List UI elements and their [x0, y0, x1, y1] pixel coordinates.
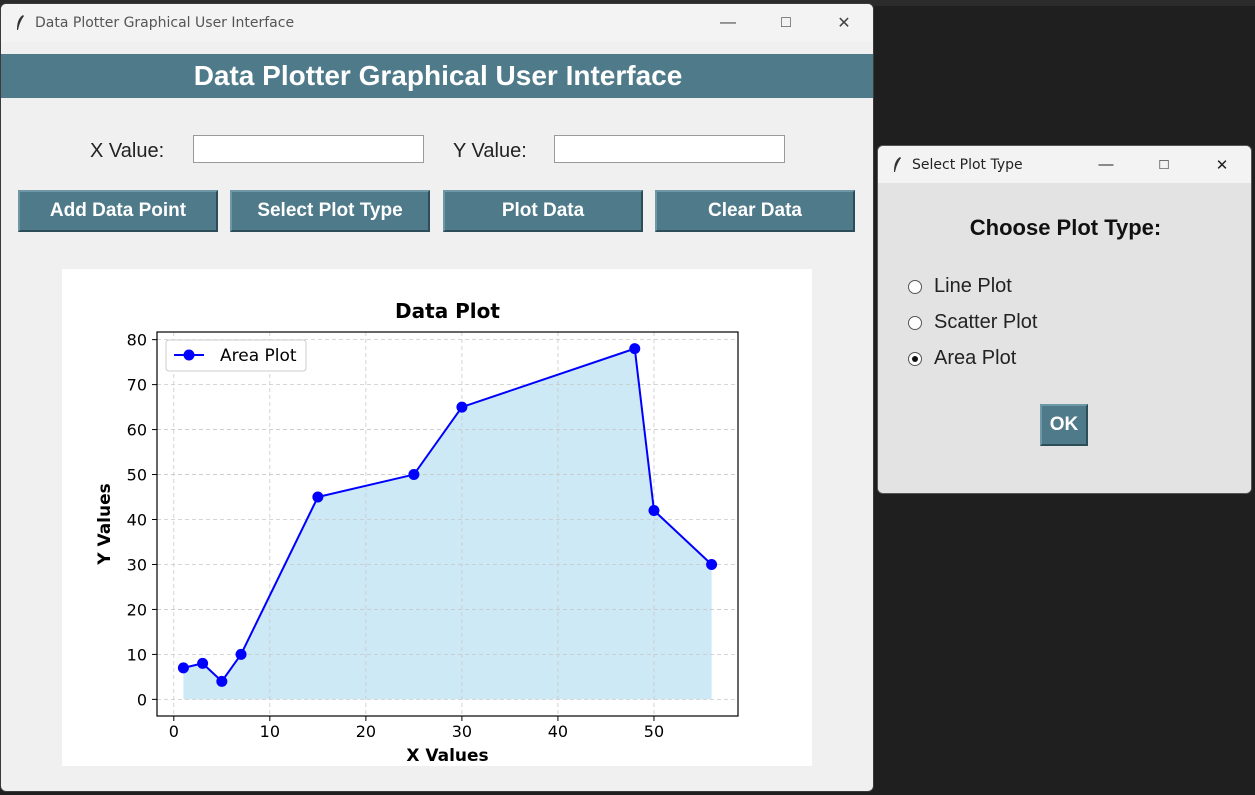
data-point — [197, 657, 209, 669]
radio-label: Scatter Plot — [934, 311, 1038, 333]
plot-data-button[interactable]: Plot Data — [443, 190, 643, 232]
main-window: Data Plotter Graphical User Interface — … — [0, 3, 874, 792]
x-tick-label: 50 — [644, 722, 664, 741]
close-icon[interactable]: ✕ — [837, 15, 851, 32]
y-tick-label: 50 — [127, 466, 147, 485]
ok-button[interactable]: OK — [1040, 404, 1088, 446]
data-point — [216, 675, 228, 687]
y-tick-label: 60 — [127, 421, 147, 440]
x-axis-label: X Values — [406, 746, 488, 766]
select-plot-type-button[interactable]: Select Plot Type — [230, 190, 430, 232]
legend-label: Area Plot — [220, 346, 297, 366]
axes-frame — [156, 331, 739, 717]
radio-scatter-plot[interactable]: Scatter Plot — [908, 311, 1037, 334]
radio-icon[interactable] — [908, 315, 922, 330]
add-data-point-button[interactable]: Add Data Point — [18, 190, 218, 232]
area-fill — [183, 348, 712, 700]
data-point — [312, 491, 324, 503]
data-point — [177, 662, 189, 674]
y-axis-label: Y Values — [95, 483, 115, 566]
data-point — [648, 505, 660, 517]
select-plot-type-dialog: Select Plot Type — □ ✕ Choose Plot Type:… — [877, 145, 1252, 494]
y-tick-label: 80 — [127, 331, 147, 350]
minimize-icon[interactable]: — — [720, 14, 736, 31]
x-tick-label: 20 — [356, 722, 376, 741]
y-tick-label: 10 — [127, 645, 147, 664]
radio-selected-icon[interactable] — [908, 351, 922, 366]
radio-label: Area Plot — [934, 347, 1017, 369]
data-point — [408, 469, 420, 481]
dialog-body: Choose Plot Type: Line Plot Scatter Plot… — [878, 183, 1251, 493]
radio-area-plot[interactable]: Area Plot — [908, 347, 1016, 370]
dialog-title: Select Plot Type — [912, 156, 1023, 173]
plot-canvas: 0 10 20 30 40 50 0 10 20 30 40 50 60 70 80 Data Plot X V… — [62, 269, 812, 766]
close-icon[interactable]: ✕ — [1215, 156, 1229, 174]
y-value-input[interactable] — [554, 135, 785, 163]
data-plot-chart: 0 10 20 30 40 50 0 10 20 30 40 50 60 70 80 Data Plot X V… — [95, 299, 739, 766]
x-value-input[interactable] — [193, 135, 424, 163]
minimize-icon[interactable]: — — [1098, 156, 1114, 173]
data-point — [706, 558, 718, 570]
y-tick-label: 30 — [127, 555, 147, 574]
y-tick-label: 0 — [137, 690, 147, 709]
maximize-icon[interactable]: □ — [1159, 156, 1169, 173]
legend-marker — [183, 349, 195, 361]
legend-box — [165, 339, 307, 372]
dialog-heading: Choose Plot Type: — [969, 215, 1162, 240]
y-tick-label: 70 — [127, 376, 147, 395]
radio-line-plot[interactable]: Line Plot — [908, 275, 1012, 298]
radio-label: Line Plot — [934, 275, 1012, 297]
series-line — [183, 347, 713, 683]
y-tick-label: 40 — [127, 511, 147, 530]
maximize-icon[interactable]: □ — [781, 14, 791, 31]
page-title: Data Plotter Graphical User Interface — [1, 54, 873, 98]
dialog-titlebar[interactable]: Select Plot Type — □ ✕ — [878, 146, 1251, 183]
clear-data-button[interactable]: Clear Data — [655, 190, 855, 232]
data-point — [235, 648, 247, 660]
x-tick-label: 10 — [260, 722, 280, 741]
radio-icon[interactable] — [908, 279, 922, 294]
feather-icon — [894, 156, 901, 172]
x-tick-label: 30 — [452, 722, 472, 741]
data-point — [456, 401, 468, 413]
y-value-label: Y Value: — [453, 140, 527, 162]
chart-title: Data Plot — [395, 299, 500, 323]
window-title: Data Plotter Graphical User Interface — [35, 15, 295, 31]
x-tick-label: 40 — [548, 722, 568, 741]
x-value-label: X Value: — [90, 140, 165, 162]
data-point — [629, 343, 641, 355]
feather-icon — [17, 15, 24, 30]
main-titlebar[interactable]: Data Plotter Graphical User Interface — … — [1, 4, 873, 42]
x-tick-label: 0 — [169, 722, 179, 741]
y-tick-label: 20 — [127, 600, 147, 619]
